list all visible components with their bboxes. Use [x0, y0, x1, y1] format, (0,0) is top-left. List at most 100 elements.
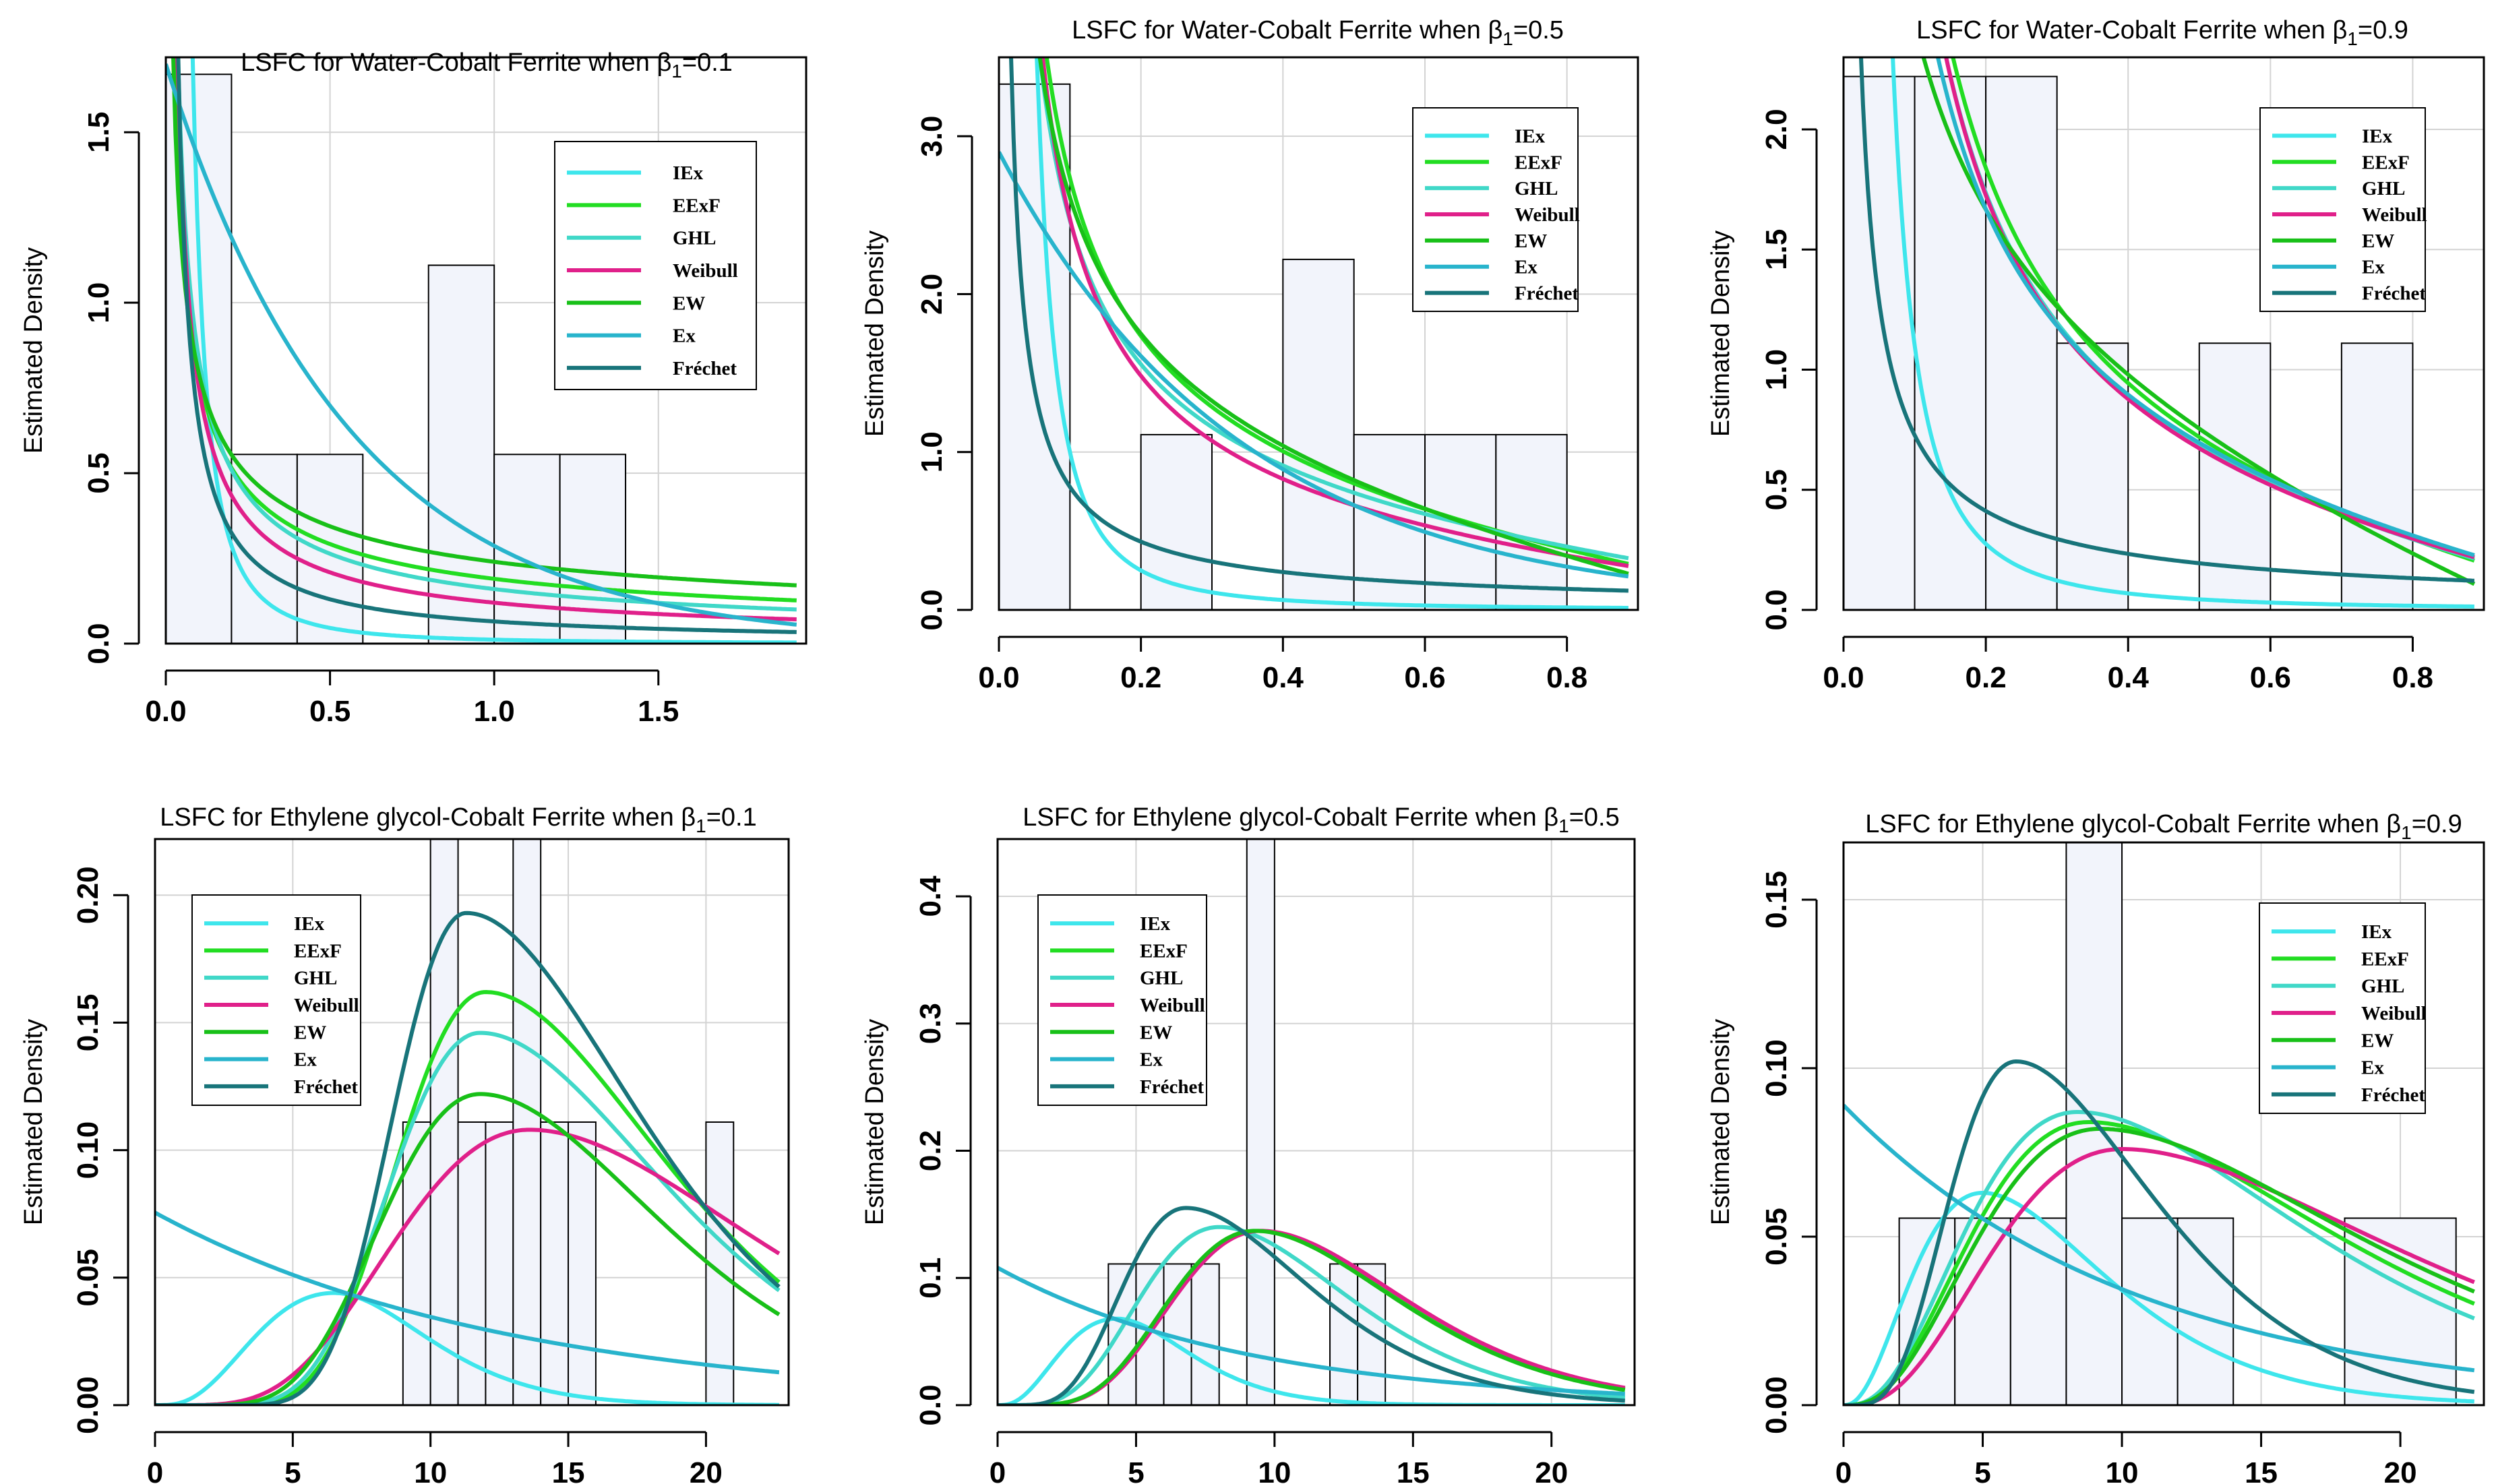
title-subscript: 1 [671, 61, 682, 82]
y-tick-label: 0.5 [1760, 469, 1793, 510]
legend-label: Ex [294, 1049, 317, 1071]
chart-panel-2: 0.0 0.2 0.4 0.6 0.8 0.0 1.0 2.0 3.0 Estimated Den… [861, 16, 1639, 694]
title-value: =0.1 [682, 49, 733, 77]
chart-panel-3: 0.0 0.2 0.4 0.6 0.8 0.0 0.5 1.0 1.5 2.0 Estimated … [1707, 16, 2485, 694]
y-axis-label: Estimated Density [861, 230, 889, 437]
legend: IEx EExF GHL Weibull EW Ex Fréchet [1412, 107, 1580, 312]
legend-label: GHL [2362, 178, 2405, 199]
title-subscript: 1 [2347, 28, 2358, 49]
y-tick-label: 0.00 [1760, 1376, 1793, 1434]
density-curves [999, 57, 1629, 610]
legend-label: Fréchet [294, 1076, 358, 1098]
legend-label: EExF [1515, 152, 1562, 173]
y-tick-label: 2.0 [1760, 109, 1793, 150]
x-tick-label: 1.5 [638, 695, 679, 728]
legend-label: IEx [1140, 913, 1171, 935]
title-text: LSFC for Ethylene glycol-Cobalt Ferrite … [1023, 803, 1544, 832]
density-curves [1844, 1059, 2475, 1405]
legend-box [2259, 902, 2426, 1114]
histogram-bar [485, 1121, 514, 1406]
legend-label: EExF [2361, 948, 2409, 970]
plot-frame [998, 56, 1639, 611]
legend: IEx EExF GHL Weibull EW Ex Fréchet [191, 894, 361, 1106]
density-curve-iex [1891, 57, 2474, 609]
y-tick-label: 1.5 [1760, 229, 1793, 270]
y-axis: 0.0 0.5 1.0 1.5 [82, 112, 140, 664]
y-tick-label: 0.20 [71, 866, 104, 924]
histogram-bar [1985, 75, 2058, 611]
legend-box [2259, 107, 2426, 312]
title-beta: β [1488, 16, 1502, 44]
density-curve-ghl [998, 1225, 1626, 1405]
x-tick-label: 0.8 [2392, 661, 2433, 694]
legend-box [1412, 107, 1579, 312]
histogram-bar [540, 1121, 570, 1406]
x-tick-label: 10 [414, 1456, 447, 1484]
density-curve-ew [171, 57, 797, 588]
x-axis: 0.0 0.5 1.0 1.5 [145, 669, 679, 728]
title-beta: β [2386, 810, 2401, 838]
y-tick-label: 1.0 [82, 282, 115, 323]
chart-title: LSFC for Ethylene glycol-Cobalt Ferrite … [1865, 810, 2462, 843]
y-axis: 0.0 0.1 0.2 0.3 0.4 [914, 875, 972, 1426]
title-beta: β [2332, 16, 2347, 44]
density-curve-frchet [176, 57, 797, 634]
legend-label: GHL [1140, 968, 1183, 989]
x-tick-label: 15 [2245, 1456, 2278, 1484]
x-tick-label: 0.0 [978, 661, 1019, 694]
title-text: LSFC for Water-Cobalt Ferrite when [1072, 16, 1488, 44]
title-beta: β [1544, 803, 1558, 832]
title-text: LSFC for Water-Cobalt Ferrite when [241, 49, 657, 77]
legend-label: EW [673, 292, 705, 314]
x-tick-label: 1.0 [474, 695, 515, 728]
y-tick-label: 0.10 [71, 1121, 104, 1179]
y-axis: 0.00 0.05 0.10 0.15 [1760, 871, 1818, 1434]
chart-title: LSFC for Water-Cobalt Ferrite when β1=0.… [1072, 16, 1564, 49]
x-tick-label: 5 [1128, 1456, 1144, 1484]
legend-label: Fréchet [2362, 283, 2426, 305]
title-text: LSFC for Ethylene glycol-Cobalt Ferrite … [1865, 810, 2386, 838]
legend-label: IEx [294, 913, 325, 935]
chart-title: LSFC for Ethylene glycol-Cobalt Ferrite … [1023, 803, 1619, 836]
x-tick-label: 0 [990, 1456, 1006, 1484]
histogram-bar [1140, 433, 1213, 611]
histogram-bar [2340, 342, 2414, 611]
legend-label: Ex [673, 326, 696, 347]
density-curves [1858, 57, 2476, 609]
plot-frame [164, 56, 808, 645]
density-curves [155, 910, 781, 1405]
plot-frame [154, 838, 790, 1406]
histogram-bar [559, 454, 627, 644]
x-tick-label: 0.5 [309, 695, 351, 728]
title-subscript: 1 [1502, 28, 1513, 49]
chart-title: LSFC for Ethylene glycol-Cobalt Ferrite … [160, 803, 756, 836]
histogram [1843, 75, 2414, 611]
x-axis: 0.0 0.2 0.4 0.6 0.8 [978, 636, 1587, 694]
legend-label: EExF [294, 940, 342, 962]
legend-label: Weibull [1515, 204, 1580, 226]
x-tick-label: 20 [1535, 1456, 1568, 1484]
x-tick-label: 0.4 [1262, 661, 1304, 694]
legend-label: IEx [1515, 125, 1546, 147]
legend-box [191, 894, 361, 1106]
legend-label: Fréchet [2361, 1084, 2425, 1106]
legend: IEx EExF GHL Weibull EW Ex Fréchet [2259, 902, 2427, 1114]
density-curve-eexf [173, 57, 797, 602]
density-curve-iex [1844, 1191, 2474, 1405]
plot-frame [996, 838, 1636, 1406]
density-curve-frchet [1858, 57, 2474, 583]
legend-label: Ex [2361, 1057, 2384, 1079]
y-tick-label: 2.0 [915, 274, 948, 315]
x-tick-label: 20 [2384, 1456, 2417, 1484]
density-curve-ghl [175, 57, 797, 612]
density-curve-ew [1844, 1127, 2475, 1405]
density-curve-frchet [1844, 1059, 2475, 1405]
title-text: LSFC for Ethylene glycol-Cobalt Ferrite … [160, 803, 681, 832]
x-tick-label: 0.6 [2250, 661, 2291, 694]
density-curves [998, 1206, 1626, 1405]
histogram-bar [1954, 1217, 2011, 1406]
y-axis-label: Estimated Density [861, 1019, 889, 1225]
y-axis: 0.0 0.5 1.0 1.5 2.0 [1760, 109, 1818, 631]
chart-title: LSFC for Water-Cobalt Ferrite when β1=0.… [1916, 16, 2408, 49]
x-tick-label: 0 [1835, 1456, 1852, 1484]
